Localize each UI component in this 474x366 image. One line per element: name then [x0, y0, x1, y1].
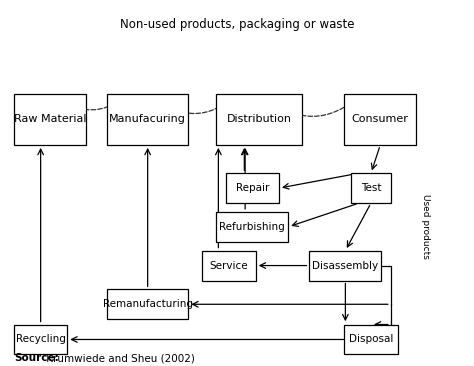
Text: Disassembly: Disassembly [312, 261, 378, 270]
Text: Distribution: Distribution [227, 115, 292, 124]
Text: Recycling: Recycling [16, 335, 65, 344]
FancyBboxPatch shape [344, 325, 398, 354]
FancyBboxPatch shape [14, 325, 67, 354]
FancyBboxPatch shape [216, 94, 302, 145]
Text: Manufacuring: Manufacuring [109, 115, 186, 124]
Text: Test: Test [361, 183, 381, 193]
Text: Disposal: Disposal [349, 335, 393, 344]
FancyBboxPatch shape [14, 94, 86, 145]
FancyBboxPatch shape [226, 173, 279, 203]
Text: Source:: Source: [14, 353, 59, 363]
Text: Consumer: Consumer [352, 115, 409, 124]
FancyBboxPatch shape [202, 251, 256, 280]
FancyBboxPatch shape [216, 212, 288, 242]
FancyBboxPatch shape [310, 251, 382, 280]
Text: Repair: Repair [236, 183, 269, 193]
Text: Raw Material: Raw Material [14, 115, 86, 124]
Text: Used products: Used products [421, 194, 430, 258]
FancyBboxPatch shape [351, 173, 391, 203]
FancyBboxPatch shape [344, 94, 416, 145]
FancyBboxPatch shape [107, 289, 188, 319]
Text: Krumwiede and Sheu (2002): Krumwiede and Sheu (2002) [43, 353, 195, 363]
Text: Service: Service [210, 261, 248, 270]
Text: Non-used products, packaging or waste: Non-used products, packaging or waste [120, 18, 355, 31]
Text: Remanufacturing: Remanufacturing [103, 299, 192, 309]
FancyBboxPatch shape [107, 94, 188, 145]
Text: Refurbishing: Refurbishing [219, 222, 285, 232]
